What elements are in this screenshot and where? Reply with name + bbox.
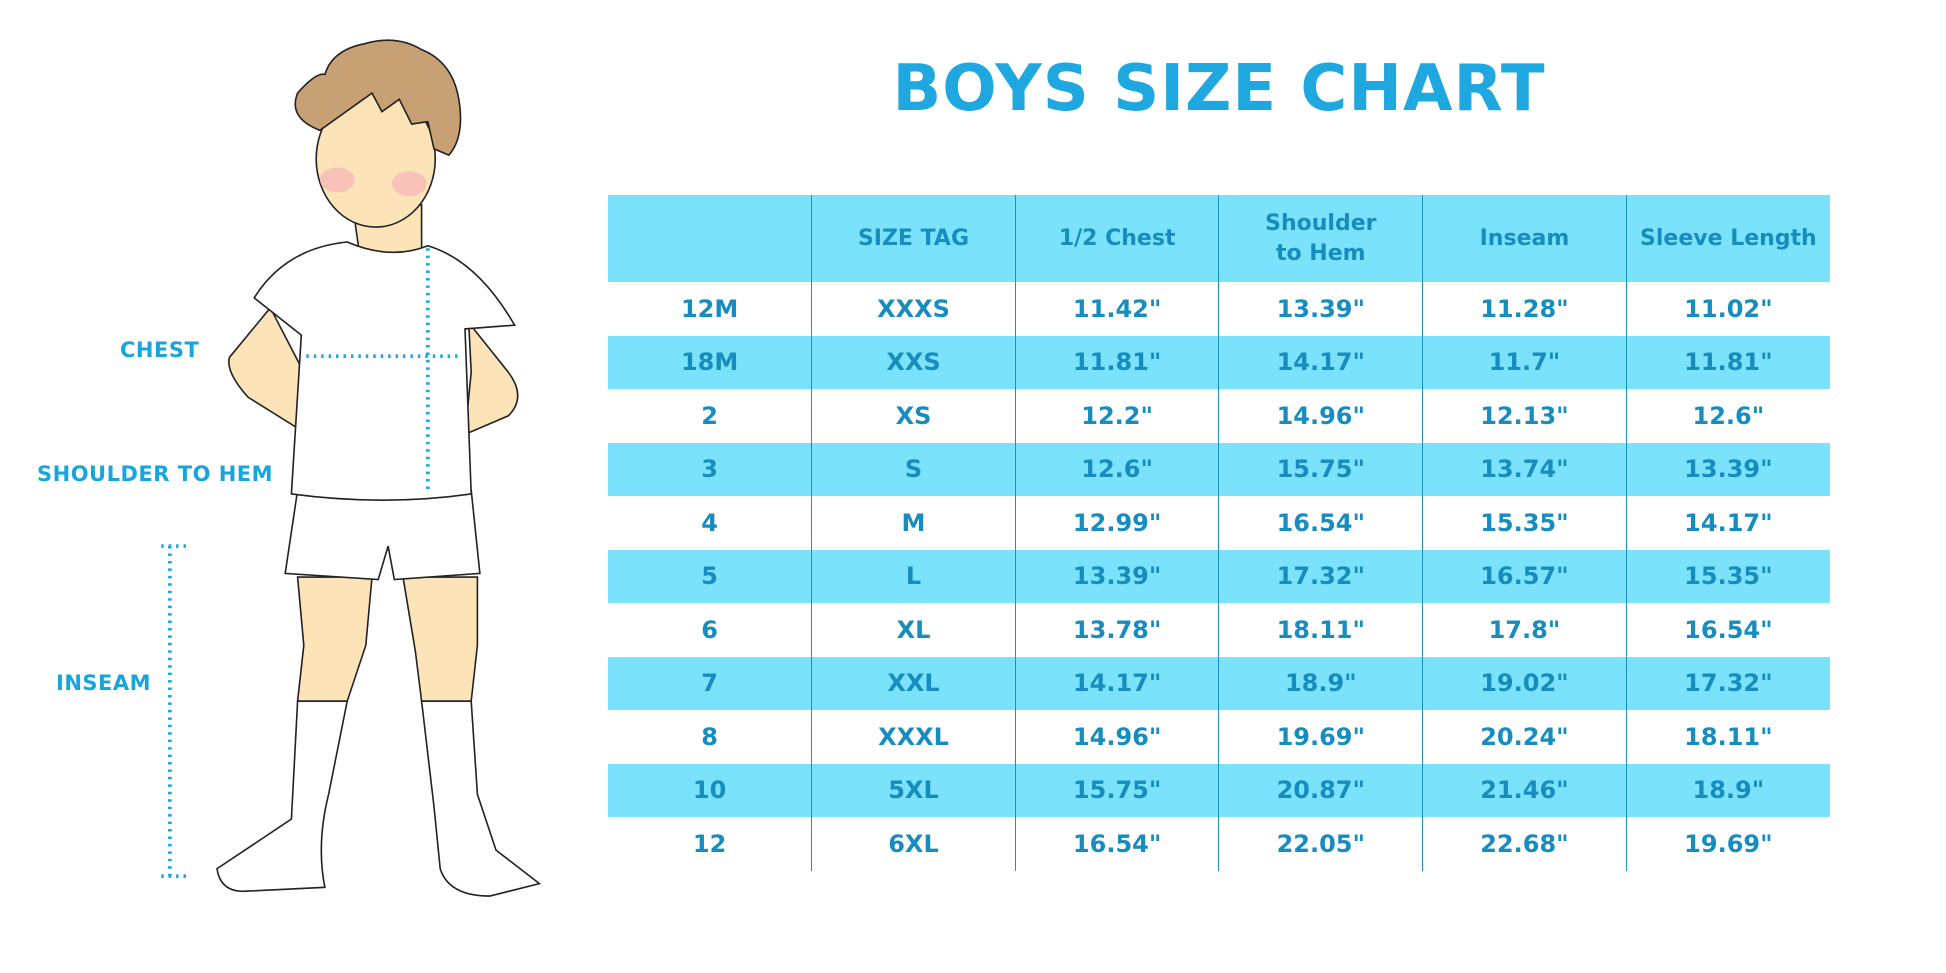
table-row: 18M XXS 11.81" 14.17" 11.7" 11.81" xyxy=(608,335,1830,389)
boy-figure-illustration xyxy=(161,39,542,897)
chest-label: CHEST xyxy=(120,338,200,362)
table-row: 5 L 13.39" 17.32" 16.57" 15.35" xyxy=(608,549,1830,603)
table-cell: 12.13" xyxy=(1422,389,1627,443)
table-cell: 16.54" xyxy=(1625,603,1830,657)
table-cell: 18M xyxy=(608,335,812,389)
table-cell: 13.39" xyxy=(1625,442,1830,496)
table-cell: 12M xyxy=(680,294,739,323)
table-cell: 17.32" xyxy=(1625,656,1830,710)
table-cell: 13.74" xyxy=(1422,442,1627,496)
table-cell: 7 xyxy=(608,656,812,710)
table-row: 12M XXXS 11.42" 13.39" 11.28" 11.02" xyxy=(608,282,1830,336)
table-cell: 18.11" xyxy=(1218,603,1423,657)
table-cell: 3 xyxy=(608,442,812,496)
table-cell: XXXL xyxy=(811,710,1016,764)
table-cell: 17.8" xyxy=(1422,603,1627,657)
left-arm xyxy=(228,306,305,430)
table-cell: 12 xyxy=(692,829,727,858)
table-cell: 18.9" xyxy=(1625,763,1830,817)
header-cell: SIZE TAG xyxy=(811,195,1016,282)
table-cell: 8 xyxy=(701,722,718,751)
table-cell: XXL xyxy=(811,656,1016,710)
table-row: 6 XL 13.78" 18.11" 17.8" 16.54" xyxy=(608,603,1830,657)
table-cell: 11.7" xyxy=(1422,335,1627,389)
table-cell: 14.96" xyxy=(1014,710,1219,764)
table-cell: 13.39" xyxy=(1218,282,1423,336)
table-cell: 12.6" xyxy=(1014,442,1219,496)
header-cell: Sleeve Length xyxy=(1625,195,1830,282)
table-cell: 19.02" xyxy=(1422,656,1627,710)
page-title: BOYS SIZE CHART xyxy=(892,52,1546,126)
table-cell: 17.32" xyxy=(1218,549,1423,603)
table-row: 4 M 12.99" 16.54" 15.35" 14.17" xyxy=(608,496,1830,550)
hair xyxy=(294,39,462,157)
table-cell: 15.35" xyxy=(1422,496,1627,550)
table-row: 8 XXXL 14.96" 19.69" 20.24" 18.11" xyxy=(608,710,1830,764)
table-cell: 11.28" xyxy=(1422,282,1627,336)
table-cell: 12.99" xyxy=(1014,496,1219,550)
table-cell: XL xyxy=(811,603,1016,657)
legs xyxy=(296,576,479,703)
table-cell: 15.75" xyxy=(1014,763,1219,817)
right-arm xyxy=(464,320,519,436)
table-cell: 11.02" xyxy=(1625,282,1830,336)
table-cell: 19.69" xyxy=(1218,710,1423,764)
table-cell: L xyxy=(811,549,1016,603)
table-cell: 6 xyxy=(701,615,718,644)
table-cell: 14.17" xyxy=(1625,496,1830,550)
table-cell: 13.78" xyxy=(1014,603,1219,657)
table-row: 3 S 12.6" 15.75" 13.74" 13.39" xyxy=(608,442,1830,496)
inseam-label: INSEAM xyxy=(56,671,152,695)
table-cell: 20.24" xyxy=(1422,710,1627,764)
table-cell: 12.6" xyxy=(1625,389,1830,443)
shirt xyxy=(253,241,516,501)
table-cell: 4 xyxy=(701,508,718,537)
table-cell: XXXS xyxy=(811,282,1016,336)
shorts xyxy=(284,489,481,581)
header-cell: Shoulder to Hem xyxy=(1218,195,1423,282)
table-header-row: SIZE TAG 1/2 Chest Shoulder to Hem Insea… xyxy=(608,195,1830,282)
table-cell: XS xyxy=(811,389,1016,443)
table-cell: 16.54" xyxy=(1014,817,1219,871)
table-cell: 2 xyxy=(701,401,718,430)
table-row: 12 6XL 16.54" 22.05" 22.68" 19.69" xyxy=(608,817,1830,871)
table-cell: S xyxy=(811,442,1016,496)
table-cell: 11.81" xyxy=(1625,335,1830,389)
table-cell: 16.57" xyxy=(1422,549,1627,603)
table-cell: 14.17" xyxy=(1218,335,1423,389)
table-cell: 21.46" xyxy=(1422,763,1627,817)
table-cell: 14.17" xyxy=(1014,656,1219,710)
table-cell: 11.42" xyxy=(1014,282,1219,336)
table-row: 2 XS 12.2" 14.96" 12.13" 12.6" xyxy=(608,389,1830,443)
header-cell: 1/2 Chest xyxy=(1014,195,1219,282)
table-cell: 5 xyxy=(608,549,812,603)
table-cell: 19.69" xyxy=(1625,817,1830,871)
table-row: 7 XXL 14.17" 18.9" 19.02" 17.32" xyxy=(608,656,1830,710)
table-cell: 6XL xyxy=(811,817,1016,871)
header-cell xyxy=(608,195,812,282)
table-cell: 15.35" xyxy=(1625,549,1830,603)
table-cell: M xyxy=(811,496,1016,550)
table-cell: 10 xyxy=(608,763,812,817)
table-cell: 20.87" xyxy=(1218,763,1423,817)
socks xyxy=(216,700,542,897)
table-cell: 5XL xyxy=(811,763,1016,817)
table-cell: 18.11" xyxy=(1625,710,1830,764)
table-cell: 13.39" xyxy=(1014,549,1219,603)
shoulder-to-hem-label: SHOULDER TO HEM xyxy=(37,462,274,486)
table-cell: 18.9" xyxy=(1218,656,1423,710)
table-cell: 16.54" xyxy=(1218,496,1423,550)
table-cell: 12.2" xyxy=(1014,389,1219,443)
table-cell: XXS xyxy=(811,335,1016,389)
size-chart-table: SIZE TAG 1/2 Chest Shoulder to Hem Insea… xyxy=(608,195,1830,871)
table-cell: 15.75" xyxy=(1218,442,1423,496)
header-cell: Inseam xyxy=(1422,195,1627,282)
table-cell: 22.05" xyxy=(1218,817,1423,871)
table-cell: 11.81" xyxy=(1014,335,1219,389)
table-cell: 22.68" xyxy=(1422,817,1627,871)
table-row: 10 5XL 15.75" 20.87" 21.46" 18.9" xyxy=(608,763,1830,817)
table-cell: 14.96" xyxy=(1218,389,1423,443)
